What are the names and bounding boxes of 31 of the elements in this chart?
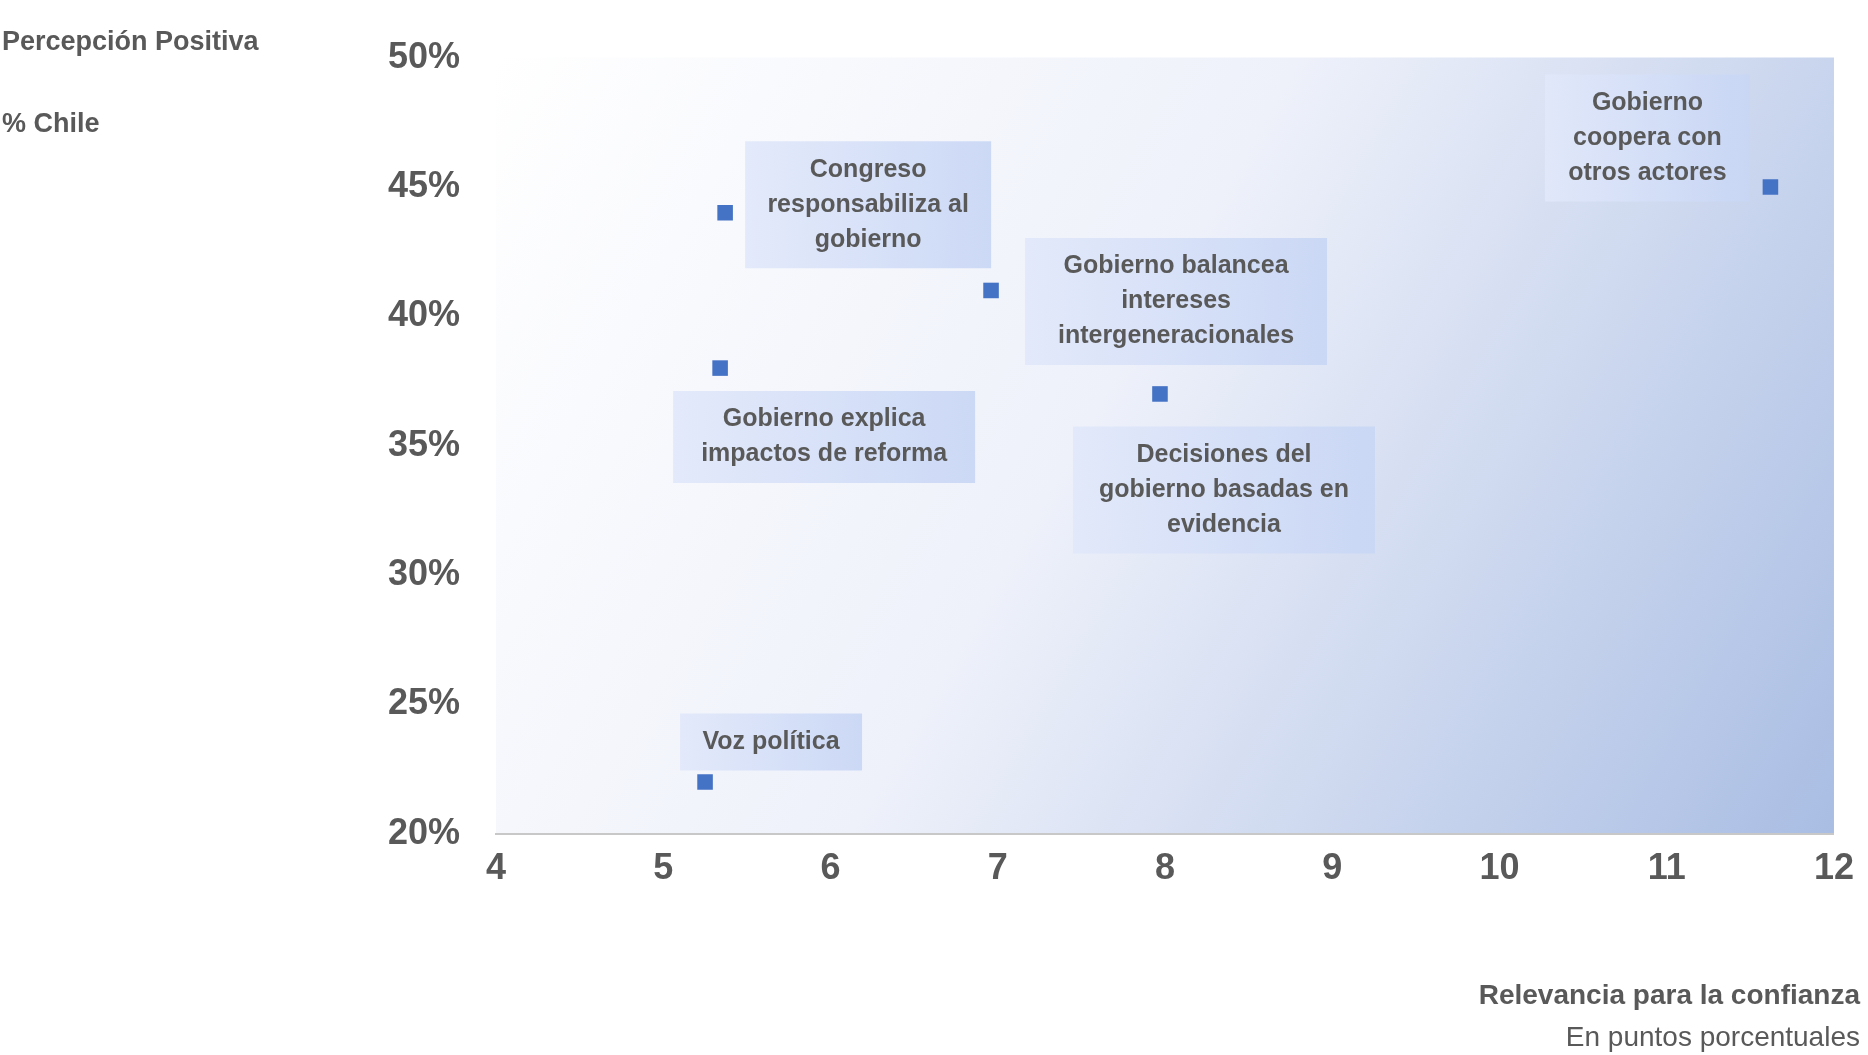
x-tick-label: 8 xyxy=(1154,846,1175,888)
y-tick-label: 50% xyxy=(387,34,460,76)
y-tick-label: 35% xyxy=(387,422,460,464)
point xyxy=(717,205,733,221)
annotation: Gobierno balancea intereses intergeneracionales xyxy=(1057,250,1295,349)
annotation: Gobierno coopera con otros actores xyxy=(1568,86,1727,185)
point xyxy=(1152,386,1168,402)
x-tick-label: 12 xyxy=(1813,846,1854,888)
point xyxy=(983,282,999,299)
y-tick-label: 20% xyxy=(387,810,460,852)
x-tick-label: 11 xyxy=(1647,846,1686,888)
point xyxy=(697,774,713,790)
x-tick-label: 10 xyxy=(1479,846,1520,888)
y-tick-label: 25% xyxy=(387,681,460,723)
annotation: Voz política xyxy=(702,725,841,754)
annotation: Decisiones del gobierno basadas en evidencia xyxy=(1098,438,1349,537)
y-tick-label: 40% xyxy=(387,293,460,335)
y-tick-label: 45% xyxy=(387,163,460,205)
point xyxy=(712,360,728,376)
text: En puntos porcentuales xyxy=(1565,1021,1860,1052)
x-axis-title: Relevancia para la confianza xyxy=(1478,978,1860,1012)
text: Percepción Positiva % Chile xyxy=(2,26,259,138)
x-tick-label: 6 xyxy=(820,846,841,888)
annotation: Congreso responsabiliza al gobierno xyxy=(767,153,969,252)
x-tick-label: 4 xyxy=(485,846,507,888)
y-tick-label: 30% xyxy=(387,551,460,593)
x-tick-label: 5 xyxy=(653,846,674,888)
point xyxy=(1762,179,1779,195)
annotation: Gobierno explica impactos de reforma xyxy=(701,403,949,467)
x-tick-label: 7 xyxy=(987,846,1008,888)
x-tick-label: 9 xyxy=(1322,846,1343,888)
